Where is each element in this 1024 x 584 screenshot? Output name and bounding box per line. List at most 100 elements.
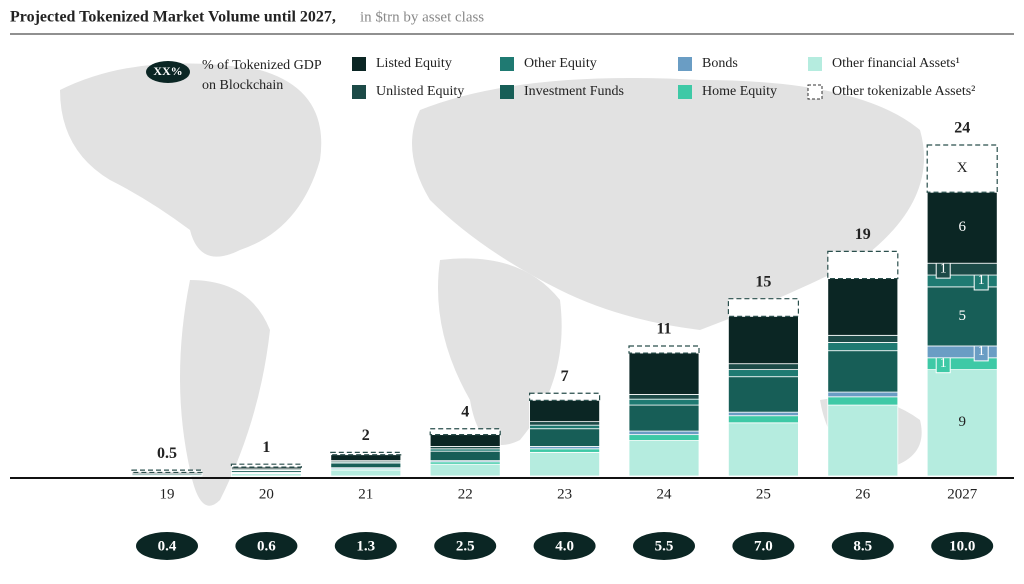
bar-segment <box>230 463 302 468</box>
gdp-badge <box>732 532 795 560</box>
bar-segment <box>529 424 600 430</box>
x-tick-label: 19 <box>160 486 175 502</box>
total-label: 0.5 <box>157 445 177 462</box>
bar-segment <box>628 440 700 477</box>
note-badge-text: XX% <box>153 64 182 78</box>
legend-swatch <box>500 85 514 99</box>
gdp-label: 0.4 <box>158 538 177 554</box>
bar-segment <box>628 430 700 436</box>
gdp-label: 1.3 <box>356 538 375 554</box>
legend-swatch <box>678 85 692 99</box>
total-label: 15 <box>755 273 771 290</box>
note-text: on Blockchain <box>202 78 283 93</box>
x-tick-label: 25 <box>756 486 771 502</box>
x-tick-label: 22 <box>458 486 473 502</box>
x-tick-label: 23 <box>557 486 572 502</box>
gdp-label: 7.0 <box>754 538 773 554</box>
legend-swatch <box>500 57 514 71</box>
bar-segment <box>827 350 899 393</box>
bar-segment <box>827 396 899 406</box>
gdp-badge <box>334 532 397 560</box>
gdp-badge <box>136 532 198 560</box>
bar-segment <box>926 144 998 193</box>
gdp-badge <box>533 532 596 560</box>
total-label: 19 <box>855 226 871 243</box>
legend-label: Bonds <box>702 56 738 71</box>
x-tick-label: 24 <box>657 486 673 502</box>
bar-segment <box>628 398 700 406</box>
bar-segment <box>330 451 402 456</box>
bar-segment <box>131 469 203 474</box>
bar-segment <box>429 434 501 447</box>
bar-segment <box>529 448 600 453</box>
bar-segment <box>628 434 700 441</box>
segment-label: X <box>957 160 968 176</box>
bar-segment <box>728 363 799 371</box>
gdp-label: 5.5 <box>655 538 674 554</box>
bar-segment <box>429 428 501 436</box>
bar-segment <box>728 415 799 424</box>
bar-segment <box>728 369 799 378</box>
note-badge <box>146 61 190 83</box>
bar-segment <box>827 278 899 336</box>
note-text: % of Tokenized GDP <box>202 58 322 73</box>
legend-swatch <box>352 57 366 71</box>
segment-label: 9 <box>958 414 966 430</box>
segment-label: 6 <box>958 219 966 235</box>
bar-segment <box>429 463 501 477</box>
gdp-label: 10.0 <box>949 538 975 554</box>
bar-segment <box>429 450 501 462</box>
bar-segment <box>529 428 600 447</box>
bar-segment <box>330 462 402 469</box>
total-label: 7 <box>561 368 569 385</box>
legend-label: Other tokenizable Assets² <box>832 84 975 99</box>
bar-segment <box>529 399 600 423</box>
legend-label: Listed Equity <box>376 56 452 71</box>
bar-segment <box>827 342 899 352</box>
gdp-label: 0.6 <box>257 538 276 554</box>
legend-label: Unlisted Equity <box>376 84 464 99</box>
gdp-badge <box>831 532 894 560</box>
chart-title: Projected Tokenized Market Volume until … <box>10 9 336 26</box>
bar-segment <box>926 191 998 264</box>
x-tick-label: 20 <box>259 486 274 502</box>
bar-segment <box>727 298 800 318</box>
legend-swatch <box>678 57 692 71</box>
gdp-label: 8.5 <box>853 538 872 554</box>
legend-swatch <box>807 84 823 100</box>
bar-segment <box>728 422 799 477</box>
bar-segment <box>628 394 700 400</box>
segment-label: 1 <box>940 356 947 371</box>
bar-segment <box>330 469 402 477</box>
segment-label: 1 <box>978 273 985 288</box>
bar-segment <box>528 392 601 401</box>
bar-segment <box>827 404 899 477</box>
bar-segment <box>827 334 899 343</box>
gdp-badge <box>235 532 298 560</box>
legend-swatch <box>808 57 822 71</box>
legend-swatch <box>352 85 366 99</box>
chart-subtitle: in $trn by asset class <box>360 9 484 25</box>
gdp-badge <box>931 532 994 560</box>
bar-segment <box>926 286 998 347</box>
bar-segment <box>628 352 700 395</box>
gdp-badge <box>434 532 497 560</box>
total-label: 11 <box>656 321 671 338</box>
bar-segment <box>926 369 998 477</box>
total-label: 1 <box>262 439 270 456</box>
bar-segment <box>628 404 700 432</box>
segment-label: 5 <box>958 308 966 324</box>
legend-label: Home Equity <box>702 84 777 99</box>
segment-label: 1 <box>978 344 985 359</box>
bar-segment <box>330 454 402 462</box>
bar-segment <box>628 345 700 354</box>
bar-segment <box>529 421 600 426</box>
bar-segment <box>728 376 799 413</box>
total-label: 2 <box>362 427 370 444</box>
gdp-badge <box>633 532 695 560</box>
bar-segment <box>529 451 600 477</box>
total-label: 24 <box>954 120 970 137</box>
gdp-label: 2.5 <box>456 538 475 554</box>
x-tick-label: 2027 <box>947 486 978 502</box>
